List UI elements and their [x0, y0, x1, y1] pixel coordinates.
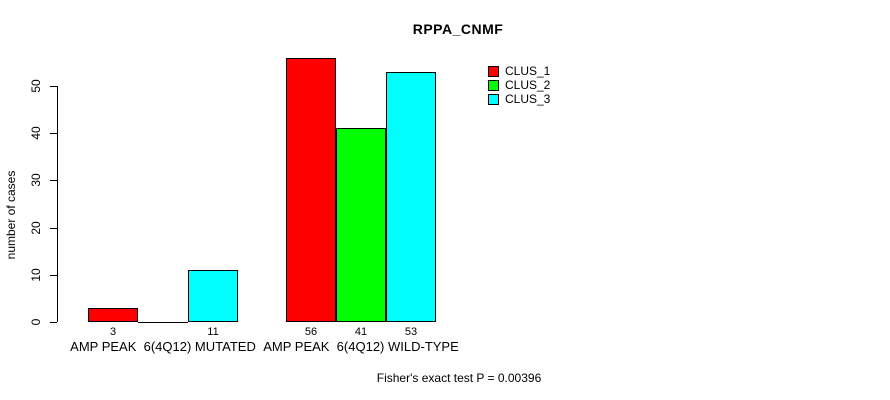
y-axis-tick-label: 50 — [29, 79, 43, 93]
legend-color-swatch — [488, 79, 499, 91]
legend-item: CLUS_2 — [488, 79, 550, 91]
y-axis-tick-label: 20 — [29, 220, 43, 235]
y-axis-tick-label: 40 — [29, 126, 43, 140]
y-axis-tick — [50, 274, 57, 276]
legend: CLUS_1 CLUS_2 CLUS_3 — [488, 65, 550, 107]
bar-clus-1-group2 — [286, 58, 336, 322]
bar-value-label: 11 — [207, 326, 219, 338]
legend-color-swatch — [488, 93, 499, 105]
bar-clus-1-group1 — [88, 308, 138, 322]
y-axis-tick — [50, 322, 57, 323]
legend-label: CLUS_2 — [505, 78, 551, 92]
bar-clus-2-group2 — [336, 128, 386, 322]
y-axis-tick — [50, 86, 57, 87]
bar-value-label: 53 — [404, 326, 418, 338]
x-category-label: AMP PEAK 6(4Q12) WILD-TYPE — [263, 339, 459, 354]
chart-title: RPPA_CNMF — [412, 21, 504, 37]
bar-clus-2-group1-zero — [138, 322, 188, 323]
bar-value-label: 3 — [109, 326, 117, 338]
legend-color-swatch — [488, 65, 499, 77]
legend-label: CLUS_1 — [505, 64, 551, 78]
legend-label: CLUS_3 — [505, 92, 551, 106]
y-axis-tick-label: 10 — [29, 268, 43, 282]
x-category-label: AMP PEAK 6(4Q12) MUTATED — [70, 339, 256, 354]
bar-value-label: 56 — [304, 326, 318, 338]
y-axis-line — [57, 86, 58, 322]
y-axis-label: number of cases — [4, 170, 18, 260]
bar-clus-3-group1 — [188, 270, 238, 322]
y-axis-tick — [50, 180, 57, 182]
fisher-test-annotation: Fisher's exact test P = 0.00396 — [376, 371, 542, 385]
bar-value-label: 41 — [354, 326, 368, 338]
legend-item: CLUS_1 — [488, 65, 550, 77]
y-axis-tick — [50, 133, 57, 135]
legend-item: CLUS_3 — [488, 93, 550, 105]
y-axis-tick-label: 30 — [29, 173, 43, 188]
bar-clus-3-group2 — [386, 72, 436, 322]
y-axis-tick-label: 0 — [29, 318, 43, 326]
y-axis-tick — [50, 227, 57, 229]
